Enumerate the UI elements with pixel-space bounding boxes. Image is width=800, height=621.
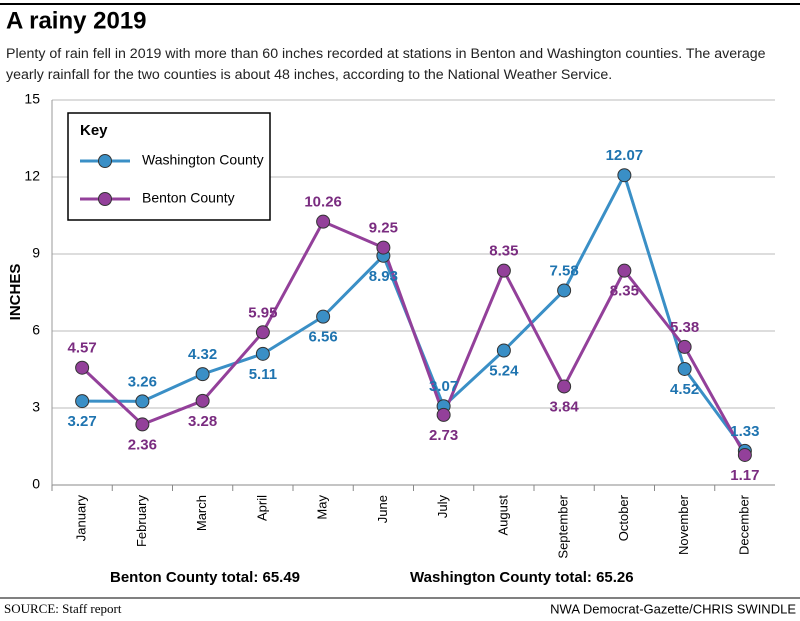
legend-marker	[98, 192, 112, 206]
data-point	[255, 346, 270, 361]
credit: NWA Democrat-Gazette/CHRIS SWINDLE	[550, 601, 796, 616]
data-label: 5.24	[489, 362, 519, 379]
x-tick-label: June	[375, 495, 390, 523]
subtitle: Plenty of rain fell in 2019 with more th…	[6, 46, 766, 62]
legend: Key Washington County Benton County	[67, 112, 271, 221]
x-tick-label: December	[736, 494, 751, 555]
x-tick-label: May	[315, 495, 330, 520]
x-tick-label: July	[435, 495, 450, 519]
data-label: 8.35	[489, 243, 518, 260]
data-point	[75, 360, 90, 375]
data-point	[617, 168, 632, 183]
data-label: 5.11	[249, 366, 277, 383]
data-label: 3.26	[128, 373, 157, 390]
data-point	[135, 394, 150, 409]
data-label: 9.25	[369, 220, 398, 237]
y-tick-label: 3	[32, 399, 40, 415]
data-label: 10.26	[304, 194, 342, 211]
x-tick-label: September	[556, 494, 571, 558]
data-point	[677, 361, 692, 376]
data-point	[737, 447, 752, 462]
legend-label: Benton County	[142, 190, 235, 206]
data-label: 1.17	[730, 467, 759, 484]
data-point	[135, 417, 150, 432]
x-tick-label: April	[254, 495, 269, 521]
legend-marker	[98, 154, 112, 168]
data-point	[75, 394, 90, 409]
y-tick-label: 12	[24, 168, 40, 184]
y-tick-label: 9	[32, 245, 40, 261]
data-point	[436, 407, 451, 422]
data-label: 8.93	[369, 268, 398, 285]
data-label: 12.07	[606, 147, 644, 164]
series-line	[81, 219, 747, 456]
data-label: 3.27	[68, 413, 97, 430]
data-label: 5.95	[248, 304, 277, 321]
y-tick-label: 0	[32, 476, 40, 492]
data-label: 3.28	[188, 413, 217, 430]
x-tick-label: March	[194, 495, 209, 531]
plot-area: 0 3 6 9 12 15 January February March April May June…	[24, 91, 775, 559]
data-label: 2.36	[128, 436, 157, 453]
y-tick-label: 6	[32, 322, 40, 338]
data-label: 6.56	[309, 329, 338, 346]
data-point	[195, 367, 210, 382]
data-label: 1.33	[730, 423, 759, 440]
y-tick-label: 15	[24, 91, 40, 107]
data-label: 7.58	[550, 262, 579, 279]
data-label: 2.73	[429, 427, 458, 444]
data-label: 4.52	[670, 381, 699, 398]
x-tick-label: February	[134, 495, 149, 548]
legend-label: Washington County	[142, 152, 264, 168]
annotation: Benton County total: 65.49	[110, 569, 300, 586]
annotation: Washington County total: 65.26	[410, 569, 634, 586]
x-tick-label: January	[74, 495, 89, 542]
data-label: 5.38	[670, 319, 699, 336]
data-point	[557, 283, 572, 298]
subtitle: yearly rainfall for the two counties is …	[6, 67, 612, 83]
data-label: 8.35	[610, 283, 639, 300]
data-point	[316, 309, 331, 324]
data-point	[617, 263, 632, 278]
x-tick-label: August	[495, 495, 510, 536]
y-axis-label: INCHES	[7, 264, 24, 321]
data-point	[376, 240, 391, 255]
data-label: 3.84	[550, 398, 580, 415]
data-point	[316, 214, 331, 229]
data-label: 4.57	[68, 340, 97, 357]
data-label: 3.07	[429, 378, 458, 395]
data-label: 4.32	[188, 346, 217, 363]
data-point	[677, 339, 692, 354]
legend-title: Key	[80, 122, 108, 139]
data-point	[496, 343, 511, 358]
chart-title: A rainy 2019	[6, 7, 147, 34]
data-point	[557, 379, 572, 394]
data-point	[195, 393, 210, 408]
x-tick-label: October	[616, 494, 631, 541]
source: SOURCE: Staff report	[4, 601, 122, 616]
x-tick-label: November	[676, 494, 691, 555]
data-point	[496, 263, 511, 278]
data-point	[255, 325, 270, 340]
